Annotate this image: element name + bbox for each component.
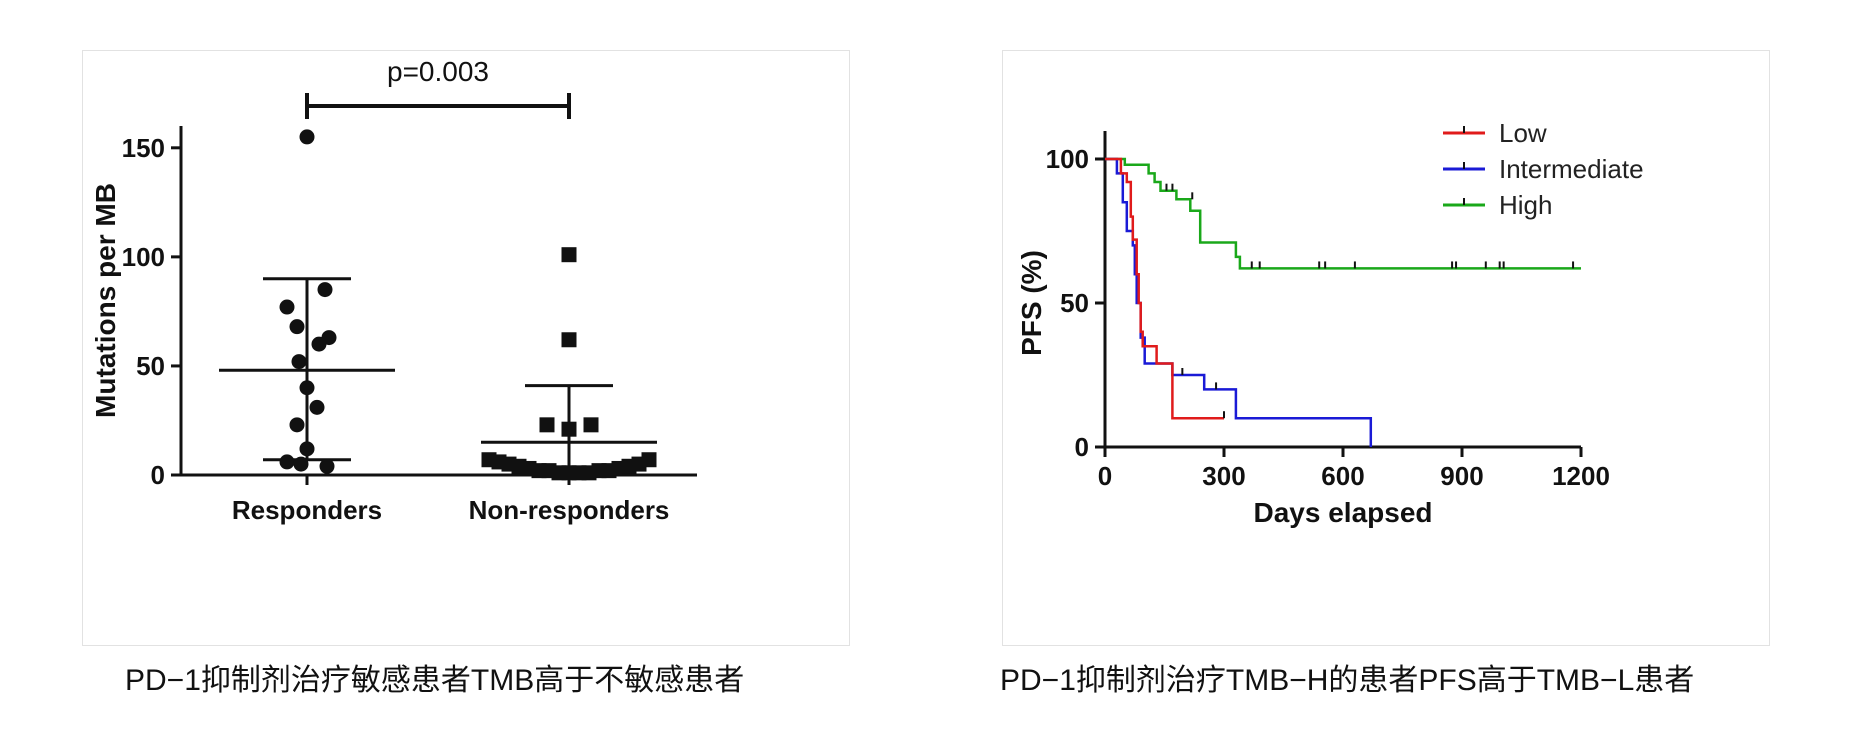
y-axis-title: Mutations per MB	[90, 183, 121, 418]
x-tick-label: Non-responders	[469, 495, 670, 525]
series-line-high	[1105, 157, 1581, 270]
x-axis-title: Days elapsed	[1254, 497, 1433, 528]
data-point-responder	[299, 380, 315, 396]
data-point-nonresponder	[539, 417, 555, 433]
data-point-responder	[293, 456, 309, 472]
scatter-chart: 0 50 100 150 Responders Non-responders Mutatio…	[90, 56, 697, 525]
scatter-chart-panel: 0 50 100 150 Responders Non-responders Mutatio…	[82, 50, 850, 646]
data-point-responder	[289, 319, 305, 335]
caption-left: PD−1抑制剂治疗敏感患者TMB高于不敏感患者	[125, 664, 745, 697]
legend-label-intermediate: Intermediate	[1499, 154, 1644, 184]
data-point-nonresponder	[561, 421, 577, 437]
caption-right: PD−1抑制剂治疗TMB−H的患者PFS高于TMB−L患者	[1000, 664, 1695, 697]
y-tick-label: 150	[122, 133, 165, 163]
legend-label-high: High	[1499, 190, 1552, 220]
data-point-responder	[289, 417, 305, 433]
x-tick-label: 300	[1202, 461, 1245, 491]
data-point-responder	[311, 336, 327, 352]
x-tick-label: Responders	[232, 495, 382, 525]
p-value-label: p=0.003	[387, 56, 489, 87]
series-line-intermediate	[1105, 157, 1373, 447]
legend-label-low: Low	[1499, 118, 1547, 148]
series-line-low	[1105, 157, 1224, 420]
x-tick-label: 900	[1440, 461, 1483, 491]
data-point-responder	[319, 458, 335, 474]
y-tick-label: 50	[1060, 288, 1089, 318]
x-tick-label: 0	[1098, 461, 1112, 491]
data-point-responder	[299, 441, 315, 457]
survival-chart-panel: 0 50 100 0 300 600 900 1200 Days elapsed PFS (%) L…	[1002, 50, 1770, 646]
data-point-nonresponder	[583, 417, 599, 433]
survival-chart: 0 50 100 0 300 600 900 1200 Days elapsed PFS (%) L…	[1016, 118, 1644, 528]
y-tick-label: 50	[136, 351, 165, 381]
y-tick-label: 0	[151, 460, 165, 490]
data-point-responder	[317, 282, 333, 298]
x-tick-label: 600	[1321, 461, 1364, 491]
y-tick-label: 100	[1046, 144, 1089, 174]
data-point-responder	[279, 454, 295, 470]
data-point-responder	[299, 129, 315, 145]
y-axis-title: PFS (%)	[1016, 250, 1047, 356]
x-tick-label: 1200	[1552, 461, 1610, 491]
y-tick-label: 100	[122, 242, 165, 272]
data-point-nonresponder	[561, 247, 577, 263]
data-point-responder	[291, 354, 307, 370]
data-point-nonresponder	[561, 332, 577, 348]
data-point-nonresponder	[641, 452, 657, 468]
data-point-responder	[279, 299, 295, 315]
data-point-responder	[309, 399, 325, 415]
y-tick-label: 0	[1075, 432, 1089, 462]
